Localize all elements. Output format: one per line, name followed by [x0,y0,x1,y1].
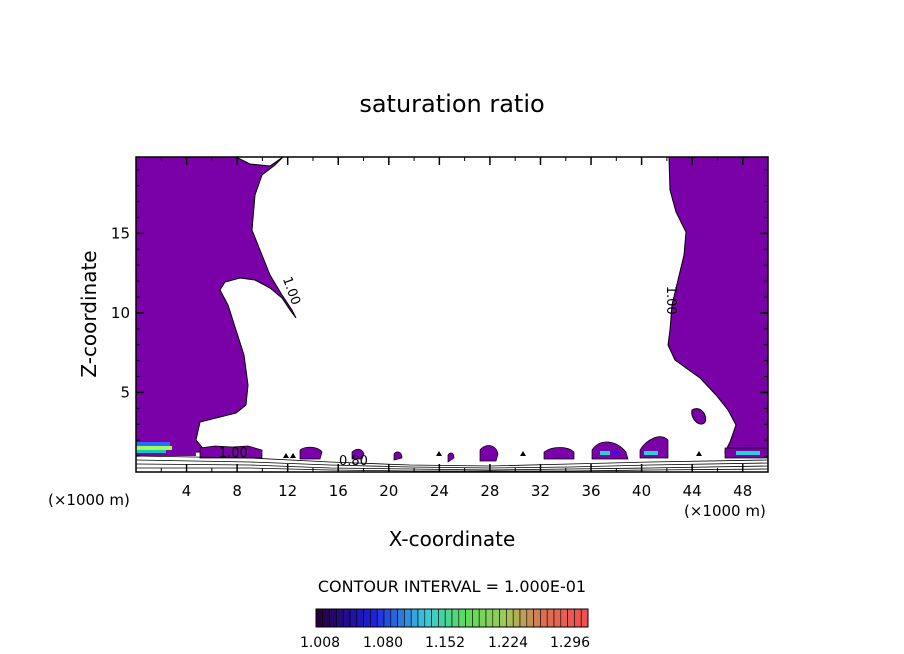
colorbar-tick-label: 1.080 [363,635,403,651]
x-tick-label: 16 [329,482,348,500]
contour-label: 0.80 [339,454,368,469]
y-axis: 5 10 15 [111,169,768,457]
colorbar-cell [356,608,364,628]
colorbar-cell [465,608,473,628]
y-tick-label: 15 [111,224,130,242]
colorbar-cell [404,608,412,628]
contour-labels: 1.00 1.00 0.80 1.00 [219,275,678,469]
colorbar-cell [499,608,507,628]
colorbar-cell [370,608,378,628]
colorbar-tick-label: 1.296 [550,635,590,651]
colorbar-cell [580,608,589,628]
x-unit-left: (×1000 m) [48,491,130,509]
isolated-blob [691,408,707,425]
colorbar-cell [533,608,541,628]
colorbar-cell [478,608,487,628]
colorbar-cell [553,608,562,628]
colorbar-cell [451,608,460,628]
x-tick-label: 4 [182,482,192,500]
contour-fill-layer [136,157,768,472]
y-tick-label: 10 [111,304,130,322]
colorbar-cell [526,608,534,628]
plot-frame [135,156,769,473]
colorbar-cell [438,608,446,628]
colorbar-cell [519,608,528,628]
colorbar-cell [492,608,500,628]
x-tick-label: 24 [430,482,449,500]
x-tick-label: 40 [632,482,651,500]
contour-label: 1.00 [279,275,303,307]
colorbar-cell [397,608,405,628]
x-tick-label: 20 [379,482,398,500]
colorbar-labels: 1.008 1.080 1.152 1.224 1.296 [300,635,590,651]
colorbar-cell [410,608,419,628]
colorbar-cell [376,608,385,628]
colorbar-cell [574,608,582,628]
colorbar-cell [363,608,371,628]
colorbar-cell [506,608,514,628]
x-tick-label: 8 [232,482,242,500]
colorbar-tick-label: 1.008 [300,635,340,651]
colorbar-cell [329,608,337,628]
y-axis-title: Z-coordinate [77,250,101,377]
colorbar-cell [512,608,521,628]
colorbar-frame [315,608,589,628]
x-tick-label: 44 [683,482,702,500]
colorbar-cell [390,608,398,628]
contour-label: 1.00 [663,286,678,315]
x-axis: 4 8 12 16 20 24 28 32 36 40 44 48 [160,157,752,500]
colorbar-cell [444,608,453,628]
colorbar-cell [540,608,548,628]
colorbar-cell [336,608,344,628]
colorbar-cell [322,608,330,628]
colorbar-cell [349,608,358,628]
colorbar [315,608,589,628]
contour-label: 1.00 [219,446,248,461]
contour-interval-text: CONTOUR INTERVAL = 1.000E-01 [318,577,586,596]
y-tick-label: 5 [120,383,130,401]
colorbar-tick-label: 1.152 [425,635,465,651]
colorbar-cell [417,608,426,628]
colorbar-cell [458,608,466,628]
colorbar-cell [431,608,439,628]
colorbar-cell [567,608,575,628]
supersaturated-region-right [667,157,768,453]
x-tick-label: 12 [278,482,297,500]
x-axis-title: X-coordinate [389,527,516,551]
supersaturated-region-left [136,157,297,453]
colorbar-cell [485,608,494,628]
colorbar-cell [560,608,568,628]
x-unit-right: (×1000 m) [684,502,766,520]
x-tick-label: 48 [733,482,752,500]
colorbar-cell [424,608,432,628]
x-tick-label: 32 [531,482,550,500]
colorbar-cell [383,608,392,628]
colorbar-cell [342,608,351,628]
x-tick-label: 36 [581,482,600,500]
x-tick-label: 28 [480,482,499,500]
chart-title: saturation ratio [359,90,544,118]
colorbar-tick-label: 1.224 [488,635,528,651]
colorbar-cell [546,608,555,628]
colorbar-cell [472,608,480,628]
colorbar-cell [315,608,324,628]
